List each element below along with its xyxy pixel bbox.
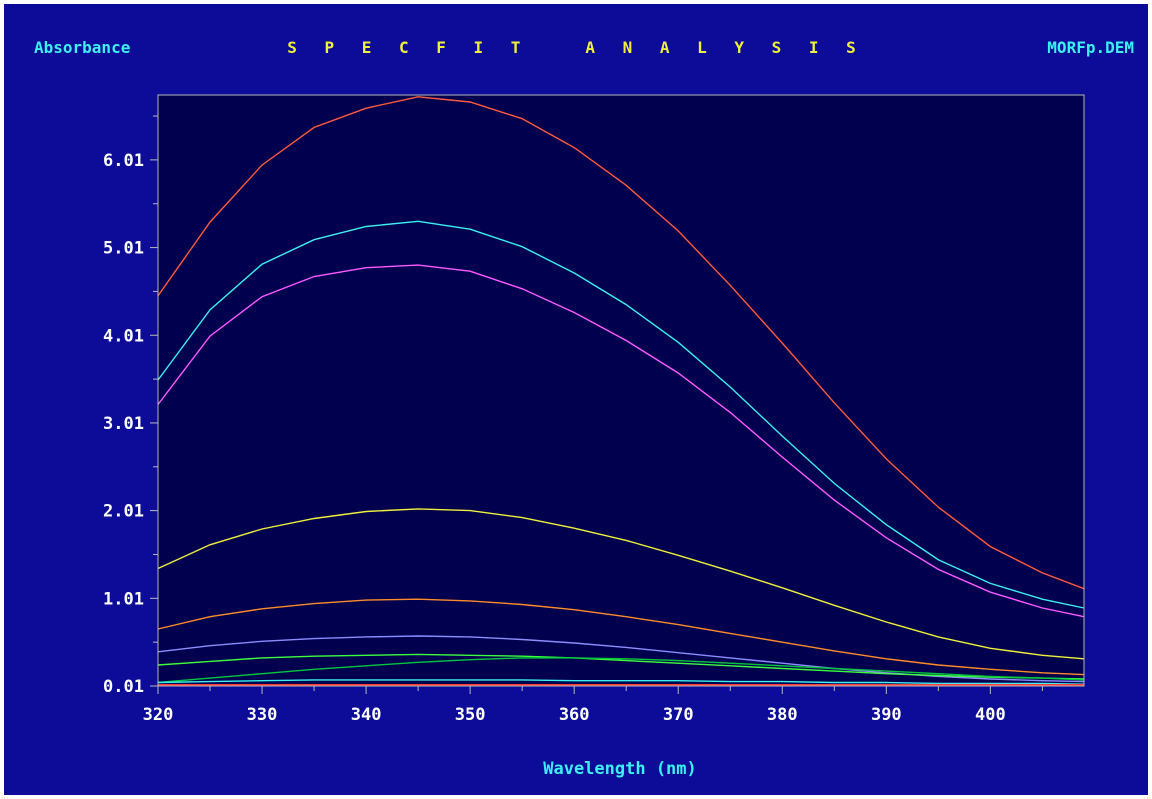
plot-svg: 0.01 1.01 2.01 3.01 4.01 5.01 6.01 320 330 340 35… [103,94,1085,779]
x-axis-title: Wavelength (nm) [543,759,697,779]
series-line-3 [157,264,1085,618]
series-line-9 [157,679,1085,685]
chart-window: Absorbance S P E C F I T A N A L Y S I S… [4,4,1148,795]
y-axis-title: Absorbance [34,38,131,57]
file-name-label: MORFp.DEM [1047,38,1134,57]
x-tick-label: 320 [143,705,174,725]
x-tick-label: 370 [663,705,694,725]
plot-area [158,95,1084,686]
y-tick-label: 5.01 [103,239,144,259]
x-tick-label: 350 [455,705,486,725]
x-tick-label: 390 [871,705,902,725]
series-line-8 [157,657,1085,684]
series-line-6 [157,635,1085,683]
series-line-4 [157,508,1085,660]
series-line-7 [157,653,1085,680]
series-line-2 [157,220,1085,609]
series-line-1 [157,96,1085,590]
chart-title: S P E C F I T A N A L Y S I S [287,38,865,57]
x-tick-label: 330 [247,705,278,725]
y-tick-label: 1.01 [103,589,144,609]
series-line-5 [157,598,1085,676]
x-tick-label: 340 [351,705,382,725]
y-tick-label: 4.01 [103,326,144,346]
y-tick-label: 3.01 [103,414,144,434]
plot-frame [157,94,1085,687]
y-tick-label: 2.01 [103,502,144,522]
x-tick-label: 360 [559,705,590,725]
x-tick-label: 380 [767,705,798,725]
x-axis: 320 330 340 350 360 370 380 390 400 [143,686,1043,725]
y-axis: 0.01 1.01 2.01 3.01 4.01 5.01 6.01 [103,115,158,697]
y-tick-label: 0.01 [103,677,144,697]
x-tick-label: 400 [975,705,1006,725]
y-tick-label: 6.01 [103,151,144,171]
